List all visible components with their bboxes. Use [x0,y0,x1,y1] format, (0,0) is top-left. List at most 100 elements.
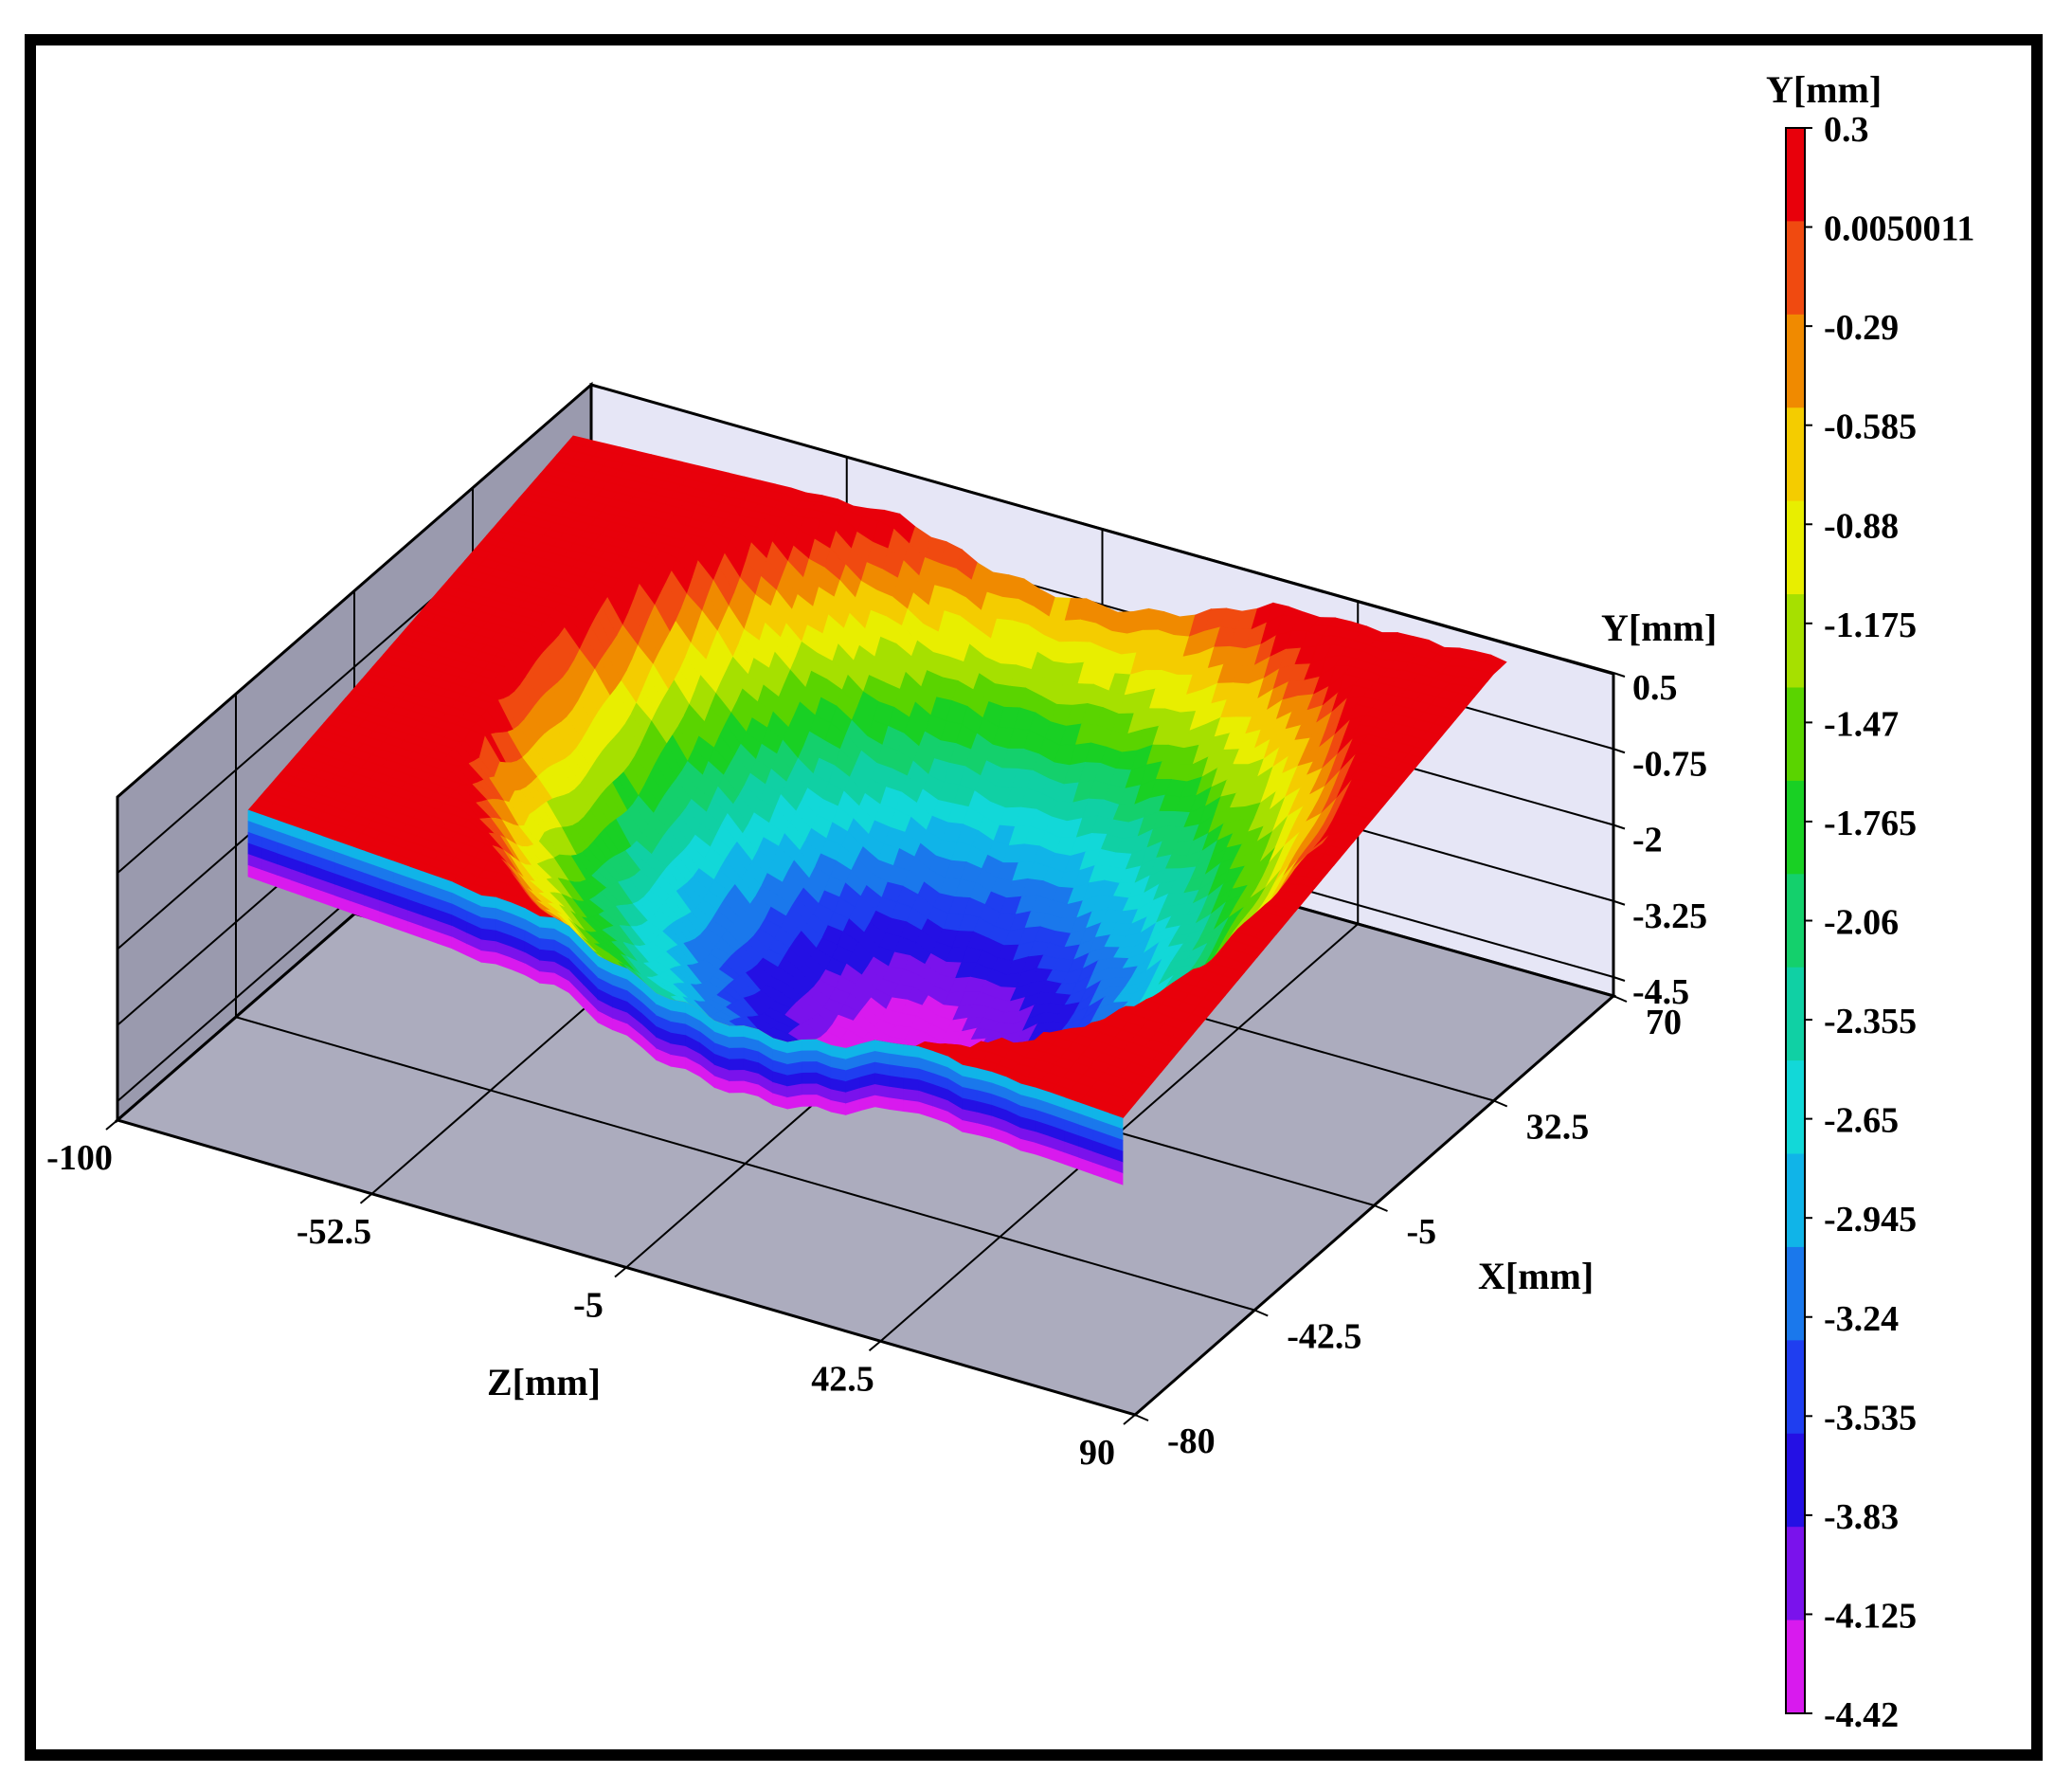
colorbar-level-label: -2.355 [1824,1002,1917,1041]
surface-skirt-cell [1108,1168,1124,1186]
axis-ticks: -100 -52.5 -5 42.5 90 70 32.5 -5 -42.5 -80 0.5 -0.7… [46,668,1707,1473]
surface-skirt-cell [802,1095,818,1107]
surface-skirt-cell [539,960,555,974]
colorbar-level-label: -1.765 [1824,804,1917,843]
colorbar-segment [1786,128,1805,222]
colorbar-level-label: -3.535 [1824,1398,1917,1438]
colorbar: 0.3 0.0050011 -0.29 -0.585 -0.88 -1.175 -1.47 -… [1785,110,1974,1735]
colorbar-level-label: -3.83 [1824,1497,1899,1537]
surface-skirt-cell [480,928,496,943]
x-tick-mark [1134,1414,1149,1421]
surface-skirt-cell [539,927,555,941]
y-tick-mark [1613,976,1626,982]
surface-skirt-cell [903,1099,920,1114]
x-axis-label: X[mm] [1478,1255,1594,1297]
colorbar-segment [1786,314,1805,408]
x-tick-label: 70 [1646,1003,1682,1042]
colorbar-segment [1786,1620,1805,1714]
y-tick-mark [1613,748,1626,754]
surface-skirt-cell [729,1059,745,1072]
surface-skirt-cell [729,1036,745,1049]
z-tick-mark [1123,1414,1136,1425]
colorbar-segment [1786,1153,1805,1248]
surface-skirt-cell [480,939,496,953]
surface-skirt-cell [802,1061,818,1074]
y-tick-label: -2 [1632,821,1663,860]
z-tick-mark [868,1340,882,1352]
colorbar-segment [1786,500,1805,595]
colorbar-segment [1786,874,1805,968]
surface-skirt-cell [786,1095,802,1110]
colorbar-segment [1786,407,1805,502]
x-tick-mark [1253,1309,1269,1317]
surface-skirt-cell [729,1080,745,1094]
colorbar-level-label: -4.125 [1824,1596,1917,1636]
x-tick-label: -5 [1407,1212,1437,1252]
surface-skirt-cell [539,949,555,963]
x-tick-label: -80 [1167,1421,1216,1461]
surface-skirt-cell [480,917,496,932]
surface-skirt-cell [480,895,496,910]
colorbar-segment [1786,1433,1805,1528]
z-tick-label: 90 [1079,1433,1115,1473]
z-tick-label: -100 [46,1138,113,1178]
colorbar-segment [1786,1527,1805,1621]
x-grid-line [235,1016,1255,1312]
colorbar-segment [1786,221,1805,316]
colorbar-level-label: -4.42 [1824,1695,1899,1735]
surface-skirt-cell [539,971,555,986]
surface-skirt-cell [539,915,555,930]
colorbar-segment [1786,780,1805,875]
surface-skirt-cell [874,1095,891,1110]
x-tick-mark [1374,1204,1388,1212]
z-tick-mark [614,1266,627,1278]
x-tick-mark [1493,1099,1508,1108]
colorbar-segment [1786,1340,1805,1435]
colorbar-level-label: -2.945 [1824,1200,1917,1240]
colorbar-level-label: -0.88 [1824,506,1899,546]
y-tick-label: -0.75 [1632,744,1707,784]
y-grid-line [590,384,1614,674]
colorbar-level-label: -2.06 [1824,903,1899,943]
colorbar-level-label: 0.0050011 [1824,209,1974,249]
x-tick-mark [1613,995,1628,1003]
colorbar-segment [1786,1246,1805,1341]
surface-skirt-cell [480,906,496,920]
z-tick-mark [105,1119,118,1131]
surface [247,435,1507,1186]
y-tick-mark [1613,824,1626,830]
y-tick-mark [1613,672,1626,678]
surface-skirt-cell [802,1050,818,1063]
surface-skirt-cell [729,1069,745,1082]
y-tick-label: 0.5 [1632,668,1678,708]
colorbar-segment [1786,594,1805,688]
z-tick-label: 42.5 [811,1359,874,1399]
x-tick-label: 32.5 [1526,1108,1590,1148]
surface-skirt-cell [802,1072,818,1085]
surface-skirt-cell [802,1083,818,1096]
colorbar-level-label: -1.47 [1824,704,1899,744]
colorbar-level-label: -2.65 [1824,1101,1899,1141]
colorbar-title: Y[mm] [1766,68,1882,111]
surface-skirt-cell [802,1039,818,1052]
y-grid-line-left [117,384,592,798]
surface-skirt-cell [480,950,496,965]
z-tick-label: -52.5 [297,1212,371,1252]
y-axis-label: Y[mm] [1601,606,1717,649]
colorbar-level-label: -1.175 [1824,606,1917,645]
colorbar-segment [1786,967,1805,1061]
y-tick-label: -4.5 [1632,972,1689,1012]
colorbar-segment [1786,1060,1805,1155]
surface-skirt-cell [729,1047,745,1060]
surface-skirt-cell [889,1097,905,1113]
colorbar-level-label: -0.29 [1824,308,1899,348]
colorbar-level-label: 0.3 [1824,110,1869,150]
surface-skirt-cell [539,938,555,952]
z-axis-label: Z[mm] [487,1361,601,1403]
z-tick-mark [359,1192,373,1204]
z-tick-label: -5 [573,1286,604,1326]
y-tick-label: -3.25 [1632,896,1707,936]
surface-skirt-cell [729,1025,745,1039]
